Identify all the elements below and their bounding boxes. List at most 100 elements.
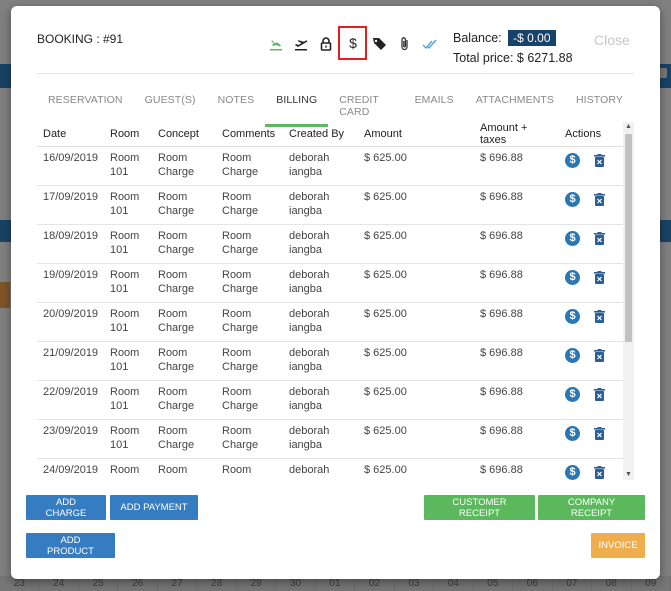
- dollar-icon[interactable]: $: [338, 26, 367, 60]
- add-payment-button[interactable]: ADD PAYMENT: [110, 495, 198, 520]
- cell-date: 23/09/2019: [37, 419, 104, 459]
- tab-history[interactable]: HISTORY: [576, 94, 623, 106]
- calendar-day: 05: [474, 576, 514, 591]
- delete-icon[interactable]: [594, 271, 605, 284]
- tab-attachments[interactable]: ATTACHMENTS: [475, 94, 554, 106]
- cell-concept: Room: [152, 458, 216, 480]
- delete-icon[interactable]: [594, 349, 605, 362]
- cell-comments: Room Charge: [216, 263, 283, 303]
- calendar-day: 23: [0, 576, 40, 591]
- tab-notes[interactable]: NOTES: [217, 94, 255, 106]
- cell-amount-taxes: $ 696.88: [474, 146, 559, 186]
- scroll-up-arrow-icon[interactable]: ▲: [625, 123, 632, 130]
- balance-panel: Balance: -$ 0.00 Total price: $ 6271.88: [453, 28, 573, 68]
- delete-icon[interactable]: [594, 427, 605, 440]
- delete-icon[interactable]: [594, 388, 605, 401]
- cell-created-by: deborah iangba: [283, 380, 358, 420]
- payment-dollar-icon[interactable]: $: [565, 231, 580, 246]
- plane-arrival-icon[interactable]: [263, 33, 288, 55]
- table-row: 16/09/2019 Room 101 Room Charge Room Charge…: [37, 146, 623, 186]
- cell-comments: Room Charge: [216, 224, 283, 264]
- payment-dollar-icon[interactable]: $: [565, 309, 580, 324]
- cell-amount: $ 625.00: [358, 224, 474, 264]
- delete-icon[interactable]: [594, 466, 605, 479]
- payment-dollar-icon[interactable]: $: [565, 153, 580, 168]
- cell-amount: $ 625.00: [358, 302, 474, 342]
- cell-created-by: deborah iangba: [283, 419, 358, 459]
- invoice-button[interactable]: INVOICE: [591, 533, 645, 558]
- cell-comments: Room Charge: [216, 185, 283, 225]
- cell-date: 17/09/2019: [37, 185, 104, 225]
- delete-icon[interactable]: [594, 154, 605, 167]
- double-check-icon[interactable]: [417, 33, 442, 55]
- cell-amount: $ 625.00: [358, 341, 474, 381]
- add-charge-button[interactable]: ADD CHARGE: [26, 495, 106, 520]
- delete-icon[interactable]: [594, 193, 605, 206]
- table-body: 16/09/2019 Room 101 Room Charge Room Charge…: [37, 146, 623, 480]
- calendar-day: 29: [237, 576, 277, 591]
- column-header: Amount: [358, 122, 474, 147]
- column-header: Actions: [559, 122, 623, 147]
- row-actions: $: [565, 386, 617, 402]
- tab-guest-s[interactable]: GUEST(S): [144, 94, 196, 106]
- delete-icon[interactable]: [594, 232, 605, 245]
- table-row: 21/09/2019 Room 101 Room Charge Room Charge…: [37, 341, 623, 381]
- lock-icon[interactable]: [313, 33, 338, 55]
- add-product-button[interactable]: ADD PRODUCT: [26, 533, 115, 558]
- cell-created-by: deborah iangba: [283, 185, 358, 225]
- tag-icon[interactable]: [367, 33, 392, 55]
- customer-receipt-button[interactable]: CUSTOMER RECEIPT: [424, 495, 535, 520]
- table-scrollbar[interactable]: ▲ ▼: [623, 122, 634, 480]
- calendar-day: 04: [434, 576, 474, 591]
- row-actions: $: [565, 308, 617, 324]
- table-header-row: Date Room Concept Comments Created By Amount A…: [37, 122, 623, 147]
- paperclip-icon[interactable]: [392, 33, 417, 55]
- cell-actions: $: [559, 458, 623, 480]
- cell-amount-taxes: $ 696.88: [474, 263, 559, 303]
- close-button[interactable]: Close: [594, 32, 630, 48]
- cell-amount-taxes: $ 696.88: [474, 302, 559, 342]
- cell-concept: Room Charge: [152, 302, 216, 342]
- payment-dollar-icon[interactable]: $: [565, 270, 580, 285]
- delete-icon[interactable]: [594, 310, 605, 323]
- cell-actions: $: [559, 341, 623, 381]
- tab-credit-card[interactable]: CREDIT CARD: [339, 94, 379, 118]
- cell-actions: $: [559, 224, 623, 264]
- payment-dollar-icon[interactable]: $: [565, 426, 580, 441]
- cell-amount: $ 625.00: [358, 263, 474, 303]
- cell-concept: Room Charge: [152, 419, 216, 459]
- company-receipt-button[interactable]: COMPANY RECEIPT: [538, 495, 645, 520]
- table-row: 23/09/2019 Room 101 Room Charge Room Charge…: [37, 419, 623, 459]
- payment-dollar-icon[interactable]: $: [565, 465, 580, 480]
- cell-concept: Room Charge: [152, 263, 216, 303]
- scroll-down-arrow-icon[interactable]: ▼: [625, 471, 632, 478]
- calendar-day: 02: [355, 576, 395, 591]
- booking-action-icons: $: [263, 26, 442, 60]
- cell-comments: Room Charge: [216, 380, 283, 420]
- calendar-day-strip: 23 24 25 26 27 28 29 30 01 02 03 04 05 06 07 08 09: [0, 576, 671, 591]
- cell-actions: $: [559, 302, 623, 342]
- cell-concept: Room Charge: [152, 185, 216, 225]
- scroll-thumb[interactable]: [625, 134, 632, 342]
- cell-room: Room 101: [104, 146, 152, 186]
- calendar-day: 08: [592, 576, 632, 591]
- plane-departure-icon[interactable]: [288, 33, 313, 55]
- cell-actions: $: [559, 146, 623, 186]
- cell-date: 18/09/2019: [37, 224, 104, 264]
- row-actions: $: [565, 269, 617, 285]
- payment-dollar-icon[interactable]: $: [565, 348, 580, 363]
- cell-date: 19/09/2019: [37, 263, 104, 303]
- calendar-day: 30: [276, 576, 316, 591]
- cell-amount-taxes: $ 696.88: [474, 458, 559, 480]
- row-actions: $: [565, 191, 617, 207]
- cell-amount: $ 625.00: [358, 419, 474, 459]
- payment-dollar-icon[interactable]: $: [565, 192, 580, 207]
- cell-actions: $: [559, 263, 623, 303]
- cell-amount-taxes: $ 696.88: [474, 224, 559, 264]
- tab-emails[interactable]: EMAILS: [414, 94, 454, 106]
- payment-dollar-icon[interactable]: $: [565, 387, 580, 402]
- cell-created-by: deborah iangba: [283, 341, 358, 381]
- tab-reservation[interactable]: RESERVATION: [48, 94, 123, 106]
- cell-created-by: deborah: [283, 458, 358, 480]
- column-header: Created By: [283, 122, 358, 147]
